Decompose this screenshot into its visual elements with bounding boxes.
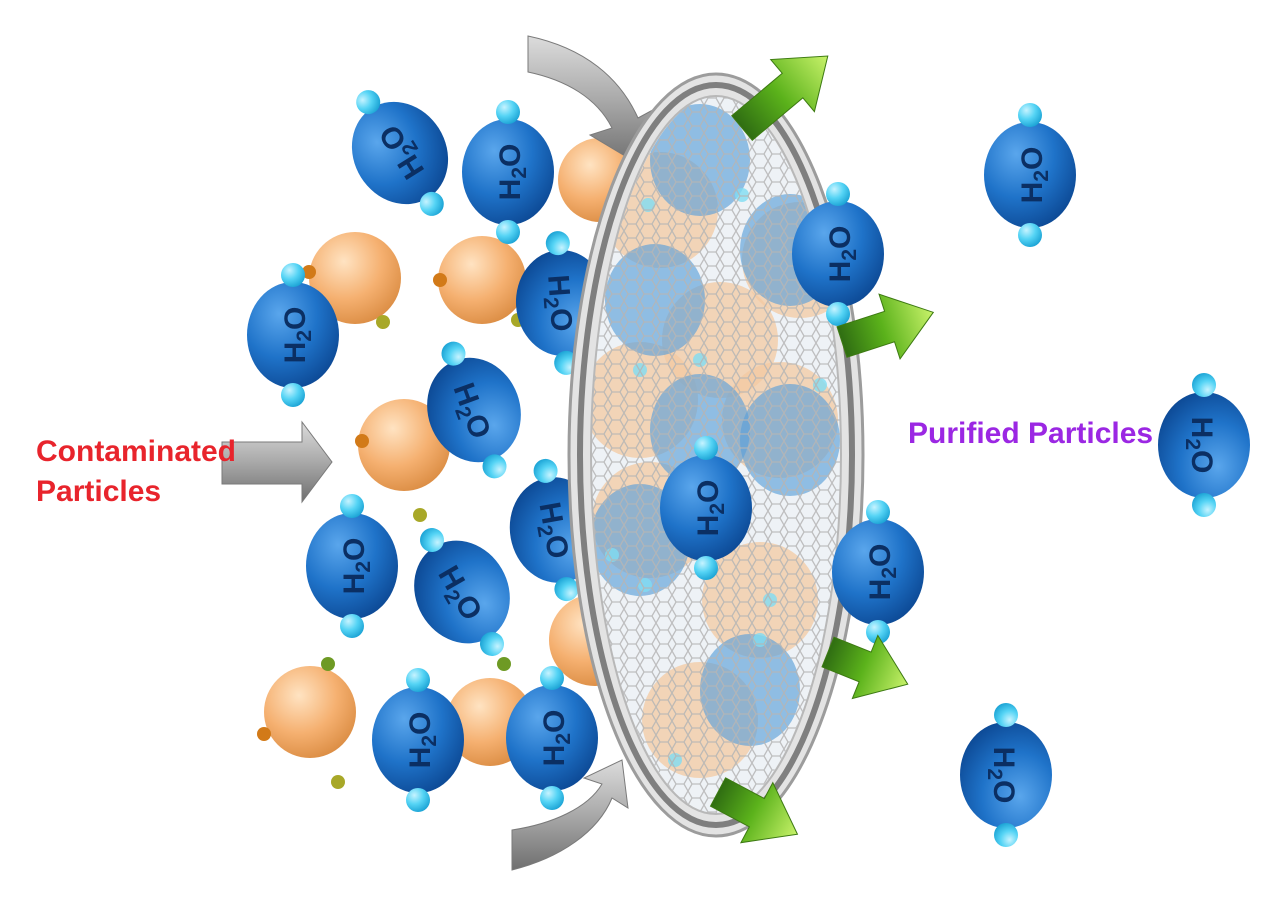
hydrogen-atom (480, 631, 504, 656)
water-molecule-icon: H2O (306, 494, 398, 638)
hydrogen-atom (496, 100, 520, 124)
hydrogen-atom (866, 620, 890, 644)
contaminated-particles-label: Contaminated Particles (36, 435, 237, 508)
purified-particles-label: Purified Particles (908, 417, 1154, 450)
hydrogen-atom (281, 383, 305, 407)
molecule-formula: H2O (983, 747, 1020, 804)
contaminant-dot (376, 315, 390, 329)
outflow-arrow-icon (821, 634, 909, 700)
hydrogen-atom (545, 231, 570, 256)
hydrogen-atom (1192, 493, 1216, 517)
contaminant-dot (257, 727, 271, 741)
hydrogen-atom (1192, 373, 1216, 397)
contaminant-particle (302, 232, 401, 329)
inflow-arrow-icon (221, 420, 333, 504)
contaminant-dot (433, 273, 447, 287)
filter-membrane-icon (567, 72, 865, 838)
hydrogen-atom (866, 500, 890, 524)
outflow-arrow-icon (709, 777, 799, 844)
inflow-arrow-icon (511, 759, 629, 871)
water-molecule-icon: H2O (506, 666, 598, 810)
hydrogen-atom (540, 786, 564, 810)
hydrogen-atom (340, 494, 364, 518)
contaminant-particle (433, 236, 526, 327)
contaminant-dot (331, 775, 345, 789)
outflow-arrow-icon (836, 293, 935, 360)
water-molecule-icon: H2O (372, 668, 464, 812)
hydrogen-atom (994, 703, 1018, 727)
hydrogen-atom (826, 182, 850, 206)
water-molecule-icon: H2O (984, 103, 1076, 247)
hydrogen-atom (406, 788, 430, 812)
outflow-arrow-icon (731, 55, 829, 141)
water-molecule-icon: H2O (351, 90, 449, 216)
hydrogen-atom (994, 823, 1018, 847)
contaminant-dot (413, 508, 427, 522)
hydrogen-atom (420, 528, 444, 553)
water-molecule-icon: H2O (427, 341, 521, 479)
hydrogen-atom (356, 90, 381, 115)
contaminant-particle (257, 657, 356, 789)
water-molecule-icon: H2O (832, 500, 924, 644)
contaminant-dot (321, 657, 335, 671)
hydrogen-atom (340, 614, 364, 638)
hydrogen-atom (281, 263, 305, 287)
hydrogen-atom (554, 577, 579, 602)
hydrogen-atom (694, 556, 718, 580)
water-molecule-icon: H2O (462, 100, 554, 244)
hydrogen-atom (482, 454, 507, 479)
hydrogen-atom (496, 220, 520, 244)
molecule-formula: H2O (404, 712, 441, 769)
hydrogen-atom (1018, 103, 1042, 127)
contaminant-dot (355, 434, 369, 448)
water-molecule-icon: H2O (960, 703, 1052, 847)
contaminant-dot (497, 657, 511, 671)
hydrogen-atom (441, 341, 466, 366)
contaminant-dot (302, 265, 316, 279)
contaminant-particle (355, 399, 450, 522)
hydrogen-atom (1018, 223, 1042, 247)
water-molecule-icon: H2O (247, 263, 339, 407)
hydrogen-atom (540, 666, 564, 690)
water-molecule-icon: H2O (660, 436, 752, 580)
water-molecule-icon: H2O (792, 182, 884, 326)
water-molecule-icon: H2O (414, 528, 510, 656)
hydrogen-atom (826, 302, 850, 326)
hydrogen-atom (694, 436, 718, 460)
water-molecule-icon: H2O (1158, 373, 1250, 517)
hydrogen-atom (419, 191, 444, 216)
hydrogen-atom (533, 458, 558, 483)
hydrogen-atom (406, 668, 430, 692)
